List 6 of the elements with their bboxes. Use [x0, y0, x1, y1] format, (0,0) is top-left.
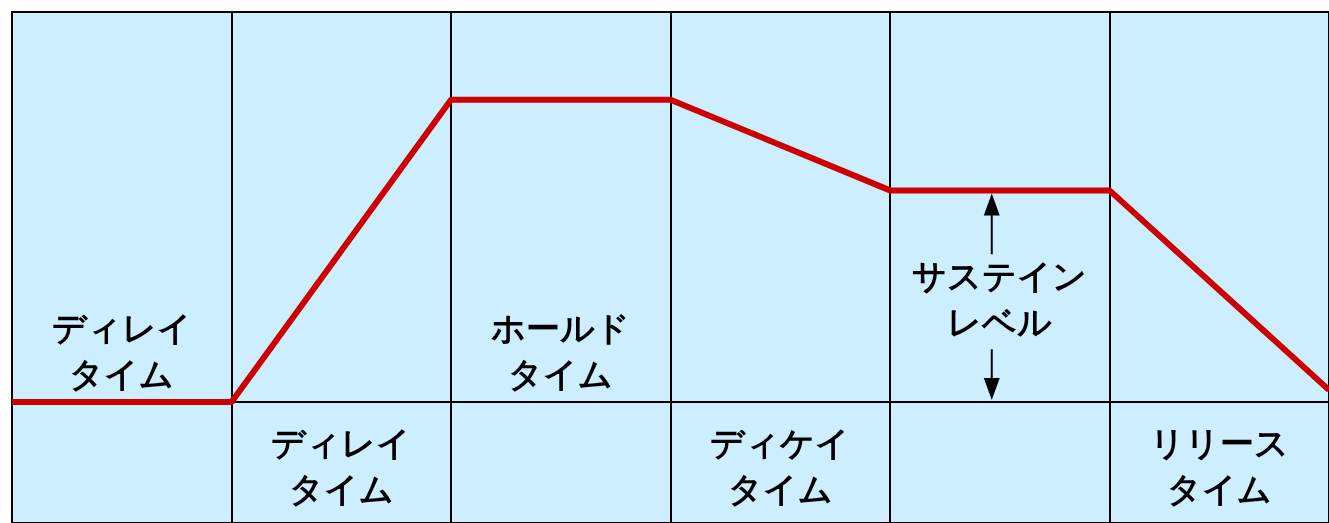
annotation: サステインレベル	[912, 256, 1088, 343]
annotation: ホールドタイム	[491, 307, 631, 394]
text: ディレイタイム	[271, 422, 412, 509]
text: リリースタイム	[1149, 422, 1289, 509]
text: ディケイタイム	[710, 422, 851, 509]
annotation: ディレイタイム	[51, 307, 192, 394]
